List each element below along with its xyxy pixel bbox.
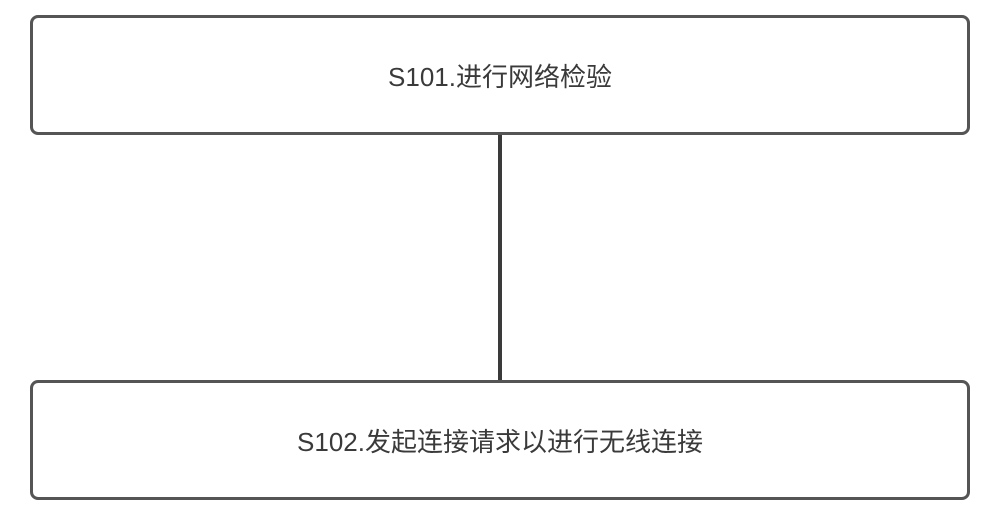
flowchart-container: S101.进行网络检验 S102.发起连接请求以进行无线连接 — [0, 0, 1000, 521]
step-1-label: S101.进行网络检验 — [388, 57, 612, 94]
connector-1-2 — [498, 135, 502, 380]
step-1-box: S101.进行网络检验 — [30, 15, 970, 135]
step-2-box: S102.发起连接请求以进行无线连接 — [30, 380, 970, 500]
step-2-label: S102.发起连接请求以进行无线连接 — [297, 422, 703, 459]
